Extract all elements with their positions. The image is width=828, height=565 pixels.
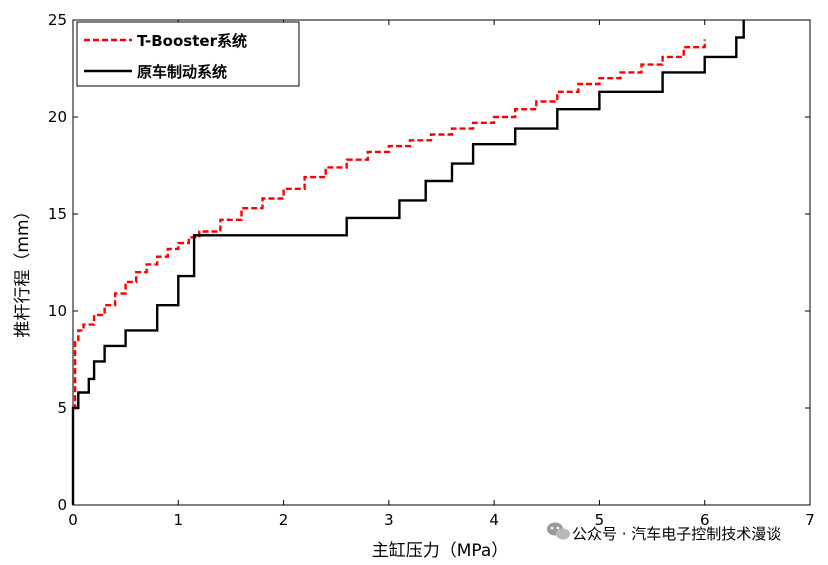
- y-axis-title: 推杆行程（mm）: [13, 202, 33, 337]
- axis-layer: 0 1 2 3 4 5 6 7 0 5 10 15 20 25: [48, 11, 815, 529]
- legend-label-tbooster: T-Booster系统: [137, 32, 247, 50]
- x-tick-label-6: 6: [700, 511, 710, 529]
- series-layer: [71, 20, 745, 505]
- y-tick-label-10: 10: [48, 302, 67, 320]
- x-tick-label-1: 1: [174, 511, 184, 529]
- x-tick-label-3: 3: [384, 511, 394, 529]
- x-tick-label-4: 4: [489, 511, 499, 529]
- x-tick-label-0: 0: [68, 511, 78, 529]
- legend-label-original: 原车制动系统: [137, 63, 227, 81]
- x-tick-label-2: 2: [279, 511, 289, 529]
- wechat-icon: [547, 522, 570, 540]
- y-tick-label-15: 15: [48, 205, 67, 223]
- y-tick-label-0: 0: [57, 496, 67, 514]
- y-tick-label-25: 25: [48, 11, 67, 29]
- legend: T-Booster系统 原车制动系统: [76, 21, 300, 87]
- watermark-text: 公众号 · 汽车电子控制技术漫谈: [572, 525, 781, 543]
- series-line-original: [71, 20, 745, 505]
- legend-box: [76, 21, 300, 87]
- y-tick-label-20: 20: [48, 108, 67, 126]
- y-tick-label-5: 5: [57, 399, 67, 417]
- x-tick-label-5: 5: [595, 511, 605, 529]
- x-tick-label-7: 7: [805, 511, 815, 529]
- watermark: 公众号 · 汽车电子控制技术漫谈: [547, 522, 781, 543]
- x-axis-title: 主缸压力（MPa）: [372, 540, 509, 561]
- series-line-tbooster: [73, 39, 706, 410]
- plot-frame: [72, 19, 811, 506]
